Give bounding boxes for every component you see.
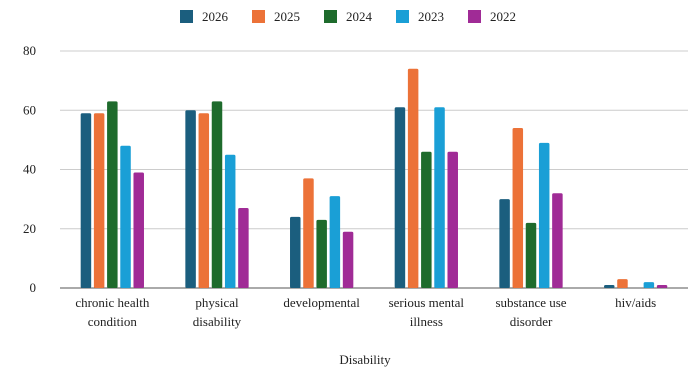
- bar-2026-2: [290, 216, 301, 288]
- legend-swatch-2026: [180, 10, 193, 23]
- bar-2025-2: [303, 178, 314, 288]
- legend-label-2025: 2025: [274, 9, 300, 24]
- bar-2024-3: [421, 151, 432, 288]
- bar-2023-0: [120, 145, 131, 288]
- x-category-label: disorder: [510, 314, 553, 329]
- x-category-label: condition: [88, 314, 138, 329]
- y-tick-label: 20: [23, 221, 36, 236]
- bar-2026-3: [394, 107, 406, 288]
- y-tick-label: 60: [23, 102, 36, 117]
- x-category-label: illness: [410, 314, 443, 329]
- legend-label-2023: 2023: [418, 9, 444, 24]
- bar-2022-5: [656, 285, 668, 288]
- legend-label-2026: 2026: [202, 9, 229, 24]
- bar-2022-3: [447, 151, 458, 288]
- bar-2025-3: [407, 68, 419, 289]
- x-category-label: chronic health: [75, 295, 149, 310]
- x-category-label: developmental: [283, 295, 360, 310]
- y-tick-label: 40: [23, 162, 36, 177]
- legend-swatch-2024: [324, 10, 337, 23]
- x-axis-title: Disability: [339, 352, 391, 367]
- bar-2022-2: [342, 231, 354, 288]
- bar-2026-5: [604, 285, 615, 288]
- bar-2023-4: [538, 142, 550, 288]
- x-category-label: substance use: [495, 295, 566, 310]
- bars: [80, 68, 668, 289]
- bar-2023-2: [329, 196, 341, 288]
- y-tick-label: 0: [30, 280, 37, 295]
- bar-2023-3: [434, 107, 445, 288]
- bar-2025-4: [512, 128, 524, 288]
- legend-label-2022: 2022: [490, 9, 516, 24]
- bar-2026-4: [499, 199, 510, 288]
- bar-2026-1: [185, 110, 196, 288]
- bar-2026-0: [80, 113, 92, 289]
- bar-2024-1: [211, 101, 223, 288]
- legend-swatch-2022: [468, 10, 481, 23]
- bar-2023-1: [224, 154, 236, 288]
- bar-2025-1: [198, 113, 210, 289]
- bar-2022-4: [552, 193, 563, 288]
- bar-2023-5: [643, 282, 655, 288]
- bar-2025-0: [93, 113, 105, 289]
- x-category-label: serious mental: [389, 295, 465, 310]
- legend: 2026 2025 2024 2023 2022: [180, 9, 516, 24]
- legend-swatch-2025: [252, 10, 265, 23]
- x-category-label: disability: [193, 314, 242, 329]
- x-axis-categories: chronic health condition physical disabilit…: [75, 295, 656, 329]
- y-axis-ticks: 0 20 40 60 80: [23, 43, 36, 295]
- legend-label-2024: 2024: [346, 9, 373, 24]
- bar-2022-0: [133, 172, 144, 288]
- x-category-label: physical: [195, 295, 239, 310]
- legend-swatch-2023: [396, 10, 409, 23]
- bar-2024-2: [316, 219, 327, 288]
- bar-2022-1: [238, 208, 249, 288]
- bar-2024-4: [525, 222, 537, 288]
- bar-2024-0: [107, 101, 118, 288]
- y-tick-label: 80: [23, 43, 36, 58]
- gridlines: [60, 50, 688, 289]
- x-category-label: hiv/aids: [615, 295, 656, 310]
- bar-2025-5: [617, 279, 628, 288]
